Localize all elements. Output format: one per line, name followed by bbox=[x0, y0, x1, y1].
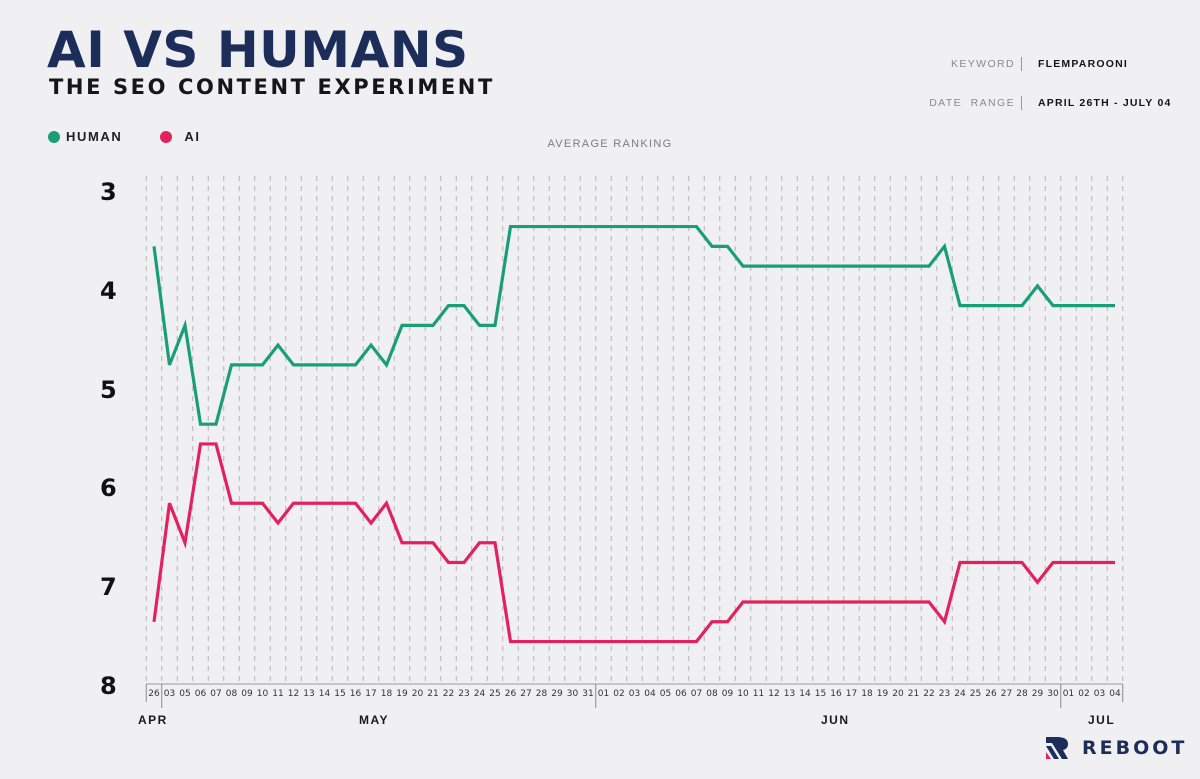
x-tick-label: 04 bbox=[644, 689, 656, 699]
reboot-logo-text: REBOOT bbox=[1082, 737, 1188, 759]
x-tick-label: 12 bbox=[288, 689, 299, 699]
x-tick-label: 11 bbox=[753, 689, 764, 699]
reboot-logo-icon bbox=[1046, 737, 1068, 759]
x-tick-label: 17 bbox=[365, 689, 376, 699]
x-tick-label: 22 bbox=[923, 689, 934, 699]
legend-label-ai: AI bbox=[184, 129, 201, 144]
x-tick-label: 03 bbox=[164, 689, 175, 699]
x-tick-label: 25 bbox=[489, 689, 500, 699]
reboot-logo: REBOOT bbox=[1046, 737, 1187, 759]
legend-label-human: HUMAN bbox=[66, 129, 123, 144]
x-tick-label: 14 bbox=[799, 689, 811, 699]
series-line-ai bbox=[152, 442, 1115, 644]
y-tick-label: 5 bbox=[100, 375, 117, 404]
month-label-apr: APR bbox=[138, 713, 168, 727]
x-tick-label: 05 bbox=[660, 689, 671, 699]
x-tick-label: 02 bbox=[613, 689, 624, 699]
x-tick-label: 08 bbox=[706, 689, 718, 699]
x-tick-label: 20 bbox=[892, 689, 904, 699]
x-tick-label: 15 bbox=[815, 689, 826, 699]
x-tick-label: 13 bbox=[303, 689, 314, 699]
y-tick-label: 7 bbox=[100, 573, 117, 602]
y-tick-label: 4 bbox=[100, 276, 117, 305]
x-tick-label: 27 bbox=[520, 689, 531, 699]
x-tick-label: 29 bbox=[1032, 689, 1044, 699]
x-tick-label: 16 bbox=[350, 689, 362, 699]
x-tick-label: 13 bbox=[784, 689, 795, 699]
x-tick-label: 25 bbox=[970, 689, 981, 699]
x-tick-label: 29 bbox=[551, 689, 563, 699]
x-tick-label: 17 bbox=[846, 689, 857, 699]
x-tick-label: 03 bbox=[629, 689, 640, 699]
x-tick-label: 14 bbox=[319, 689, 331, 699]
keyword-value: FLEMPAROONI bbox=[1038, 58, 1129, 70]
month-label-may: MAY bbox=[359, 713, 390, 727]
date-range-label: DATE RANGE bbox=[895, 96, 1022, 110]
page-title: AI VS HUMANS bbox=[47, 21, 469, 79]
x-tick-label: 09 bbox=[722, 689, 734, 699]
y-tick-label: 8 bbox=[100, 672, 117, 700]
x-tick-label: 04 bbox=[1109, 689, 1121, 699]
x-tick-label: 19 bbox=[877, 689, 889, 699]
x-tick-label: 01 bbox=[598, 689, 609, 699]
x-tick-label: 26 bbox=[985, 689, 997, 699]
x-tick-label: 01 bbox=[1063, 689, 1074, 699]
x-tick-label: 09 bbox=[241, 689, 253, 699]
x-tick-label: 27 bbox=[1001, 689, 1012, 699]
month-label-jun: JUN bbox=[821, 713, 850, 727]
month-label-jul: JUL bbox=[1088, 713, 1116, 727]
keyword-label: KEYWORD bbox=[895, 57, 1022, 71]
x-tick-label: 16 bbox=[830, 689, 842, 699]
x-tick-label: 11 bbox=[272, 689, 283, 699]
x-tick-label: 03 bbox=[1094, 689, 1105, 699]
x-tick-label: 10 bbox=[737, 689, 749, 699]
x-tick-label: 31 bbox=[582, 689, 593, 699]
x-tick-label: 05 bbox=[179, 689, 190, 699]
x-tick-label: 06 bbox=[675, 689, 687, 699]
x-tick-label: 24 bbox=[954, 689, 966, 699]
series-line-human bbox=[152, 224, 1115, 426]
chart-legend: HUMAN AI bbox=[48, 129, 231, 144]
x-tick-label: 02 bbox=[1078, 689, 1089, 699]
y-tick-label: 3 bbox=[100, 178, 117, 206]
x-tick-label: 21 bbox=[908, 689, 919, 699]
x-tick-label: 26 bbox=[148, 689, 160, 699]
x-tick-label: 07 bbox=[210, 689, 221, 699]
x-tick-label: 18 bbox=[381, 689, 393, 699]
x-tick-label: 12 bbox=[768, 689, 779, 699]
x-tick-label: 23 bbox=[939, 689, 950, 699]
page-subtitle: THE SEO CONTENT EXPERIMENT bbox=[49, 75, 495, 99]
date-range-row: DATE RANGE APRIL 26TH - JULY 04 bbox=[895, 96, 1172, 110]
date-range-value: APRIL 26TH - JULY 04 bbox=[1038, 97, 1172, 109]
legend-item-human: HUMAN bbox=[48, 129, 122, 144]
x-tick-label: 10 bbox=[257, 689, 269, 699]
x-tick-label: 19 bbox=[396, 689, 408, 699]
human-dot-icon bbox=[48, 130, 60, 143]
x-tick-label: 30 bbox=[567, 689, 579, 699]
x-tick-label: 08 bbox=[226, 689, 238, 699]
x-tick-label: 18 bbox=[861, 689, 873, 699]
x-tick-label: 21 bbox=[427, 689, 438, 699]
x-tick-label: 15 bbox=[334, 689, 345, 699]
y-tick-label: 6 bbox=[100, 474, 117, 503]
x-tick-label: 06 bbox=[195, 689, 207, 699]
chart-title: AVERAGE RANKING bbox=[547, 138, 673, 150]
x-tick-label: 22 bbox=[443, 689, 454, 699]
ai-dot-icon bbox=[160, 130, 173, 143]
x-tick-label: 07 bbox=[691, 689, 702, 699]
x-tick-label: 26 bbox=[505, 689, 517, 699]
x-tick-label: 30 bbox=[1047, 689, 1059, 699]
x-tick-label: 24 bbox=[474, 689, 486, 699]
x-tick-label: 20 bbox=[412, 689, 424, 699]
x-tick-label: 23 bbox=[458, 689, 469, 699]
keyword-row: KEYWORD FLEMPAROONI bbox=[895, 57, 1128, 71]
legend-item-ai: AI bbox=[160, 129, 200, 144]
x-tick-label: 28 bbox=[536, 689, 548, 699]
x-tick-label: 28 bbox=[1016, 689, 1028, 699]
